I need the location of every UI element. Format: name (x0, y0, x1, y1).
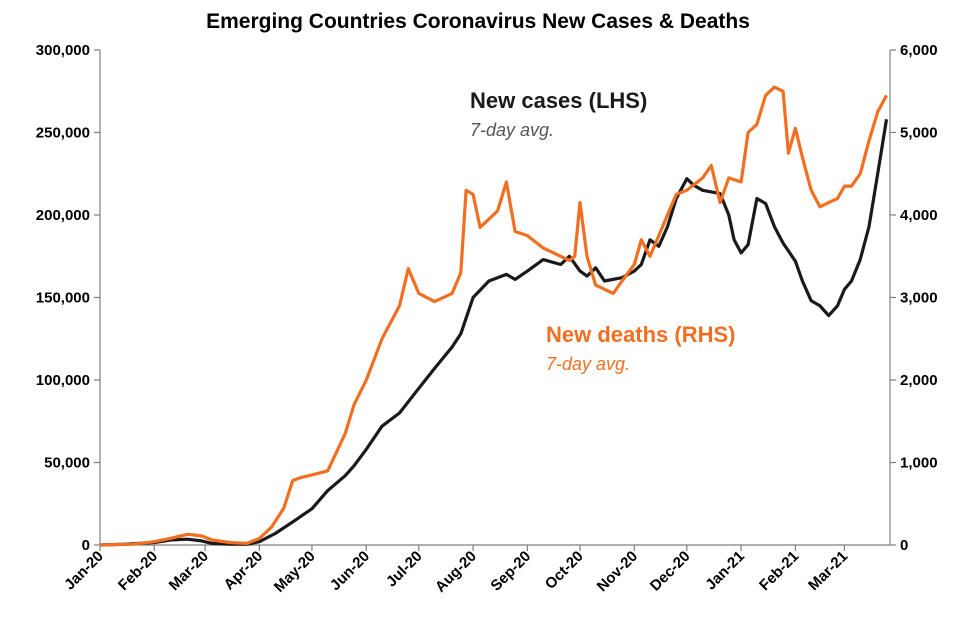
x-axis-tick-label: Nov-20 (594, 548, 641, 595)
new-deaths-line (99, 85, 888, 547)
right-axis-tick-label: 3,000 (900, 290, 938, 307)
x-axis-tick-label: Jul-20 (383, 548, 426, 591)
x-axis-ticks: Jan-20 Feb-20 Mar-20 Apr-20 May-20 Jun-20 Jul-… (61, 545, 851, 596)
x-axis-tick-label: Jan-20 (61, 548, 107, 594)
new-deaths-legend-label: New deaths (RHS) (546, 322, 735, 347)
x-axis-tick-label: Oct-20 (542, 548, 587, 593)
left-axis-tick-label: 200,000 (36, 207, 90, 224)
right-axis-tick-label: 2,000 (900, 372, 938, 389)
right-axis-ticks: 0 1,000 2,000 3,000 4,000 5,000 6,000 (890, 42, 938, 554)
x-axis-tick-label: Mar-21 (805, 548, 851, 594)
x-axis-tick-label: Sep-20 (487, 548, 534, 595)
right-axis-tick-label: 6,000 (900, 42, 938, 59)
x-axis-tick-label: Dec-20 (647, 548, 694, 595)
new-cases-legend-note: 7-day avg. (470, 120, 554, 140)
right-axis-tick-label: 5,000 (900, 125, 938, 142)
x-axis-tick-label: Feb-20 (115, 548, 161, 594)
right-axis-tick-label: 0 (900, 537, 908, 554)
left-axis-tick-label: 0 (82, 537, 90, 554)
x-axis-tick-label: May-20 (271, 548, 319, 596)
left-axis-ticks: 0 50,000 100,000 150,000 200,000 250,000 300,0… (36, 42, 100, 554)
x-axis-tick-label: Jun-20 (327, 548, 373, 594)
left-axis-tick-label: 300,000 (36, 42, 90, 59)
left-axis-tick-label: 100,000 (36, 372, 90, 389)
left-axis-tick-label: 250,000 (36, 125, 90, 142)
left-axis-tick-label: 150,000 (36, 290, 90, 307)
x-axis-tick-label: Feb-21 (756, 548, 802, 594)
x-axis-tick-label: Apr-20 (221, 548, 267, 594)
right-axis-tick-label: 1,000 (900, 455, 938, 472)
x-axis-tick-label: Aug-20 (432, 548, 480, 596)
chart-title: Emerging Countries Coronavirus New Cases… (206, 10, 750, 33)
left-axis-tick-label: 50,000 (44, 455, 90, 472)
x-axis-tick-label: Jan-21 (702, 548, 748, 594)
new-deaths-legend-note: 7-day avg. (546, 354, 630, 374)
x-axis-tick-label: Mar-20 (166, 548, 212, 594)
right-axis-tick-label: 4,000 (900, 207, 938, 224)
new-cases-legend-label: New cases (LHS) (470, 88, 647, 113)
new-cases-line (99, 119, 889, 547)
